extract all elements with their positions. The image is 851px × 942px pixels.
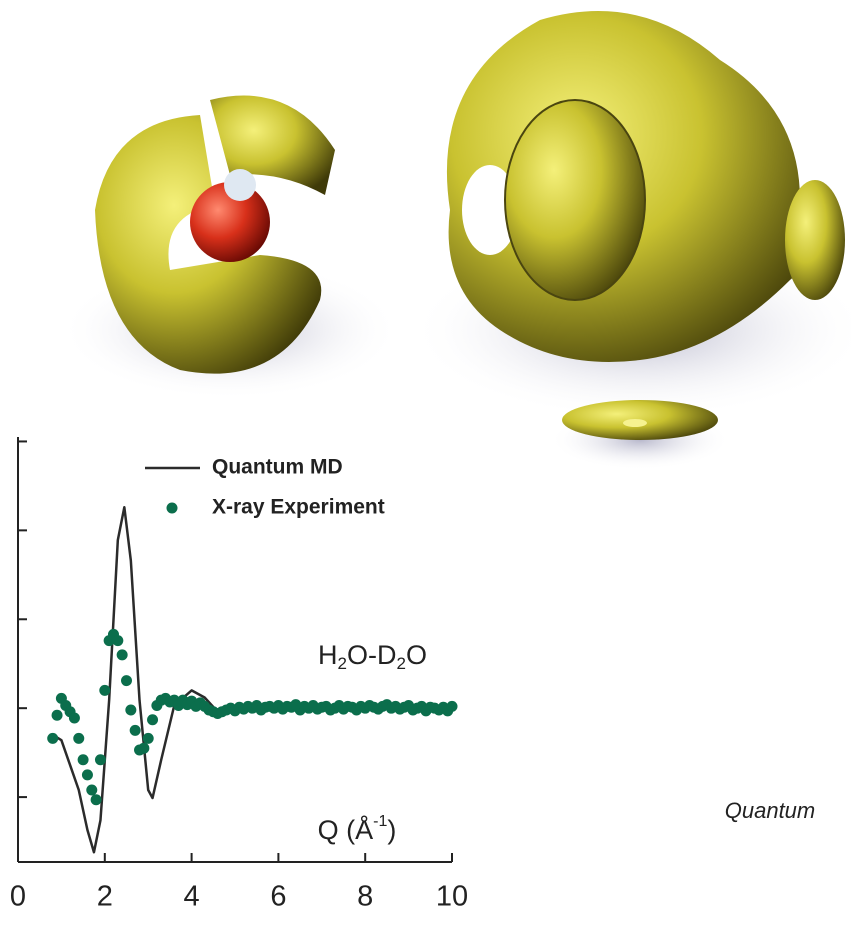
data-point	[138, 743, 149, 754]
annotation: H2O-D2O	[318, 640, 427, 673]
data-point	[112, 635, 123, 646]
legend-label: Quantum MD	[212, 456, 343, 479]
x-label-part: Q (Å	[318, 814, 374, 845]
x-tick-label: 6	[270, 881, 286, 913]
data-point	[130, 725, 141, 736]
legend-swatch	[167, 503, 178, 514]
molecule-render	[60, 11, 851, 470]
x-label-part: -1	[373, 813, 387, 830]
x-label-part: )	[387, 815, 396, 845]
x-tick-label: 2	[97, 881, 113, 913]
data-point	[78, 754, 89, 765]
data-point	[82, 769, 93, 780]
x-tick-label: 0	[10, 881, 26, 913]
legend-label: X-ray Experiment	[212, 496, 385, 519]
annotation-part: O-D	[347, 640, 397, 670]
data-point	[73, 733, 84, 744]
data-point	[99, 685, 110, 696]
data-point	[143, 733, 154, 744]
data-point	[117, 649, 128, 660]
data-point	[52, 710, 63, 721]
data-point	[47, 733, 58, 744]
annotation-part: O	[406, 640, 427, 670]
x-tick-label: 4	[184, 881, 200, 913]
line-series	[53, 507, 452, 852]
data-point	[125, 704, 136, 715]
data-point	[147, 714, 158, 725]
figure: Quantum H2O-D2O Q (Å-1) 0246810Quantum M…	[0, 0, 851, 937]
data-point	[69, 712, 80, 723]
x-tick-label: 8	[357, 881, 373, 913]
x-tick-label: 10	[436, 881, 468, 913]
data-point	[121, 675, 132, 686]
annotation-part: 2	[338, 654, 347, 673]
annotation-part: 2	[396, 654, 405, 673]
x-axis-label: Q (Å-1)	[318, 813, 397, 845]
data-point	[86, 784, 97, 795]
data-point	[91, 794, 102, 805]
side-text: Quantum	[725, 798, 816, 823]
data-point	[447, 701, 458, 712]
annotation-part: H	[318, 640, 338, 670]
page: {"chart_data": {"type": "line", "annotat…	[0, 0, 851, 937]
data-point	[95, 754, 106, 765]
